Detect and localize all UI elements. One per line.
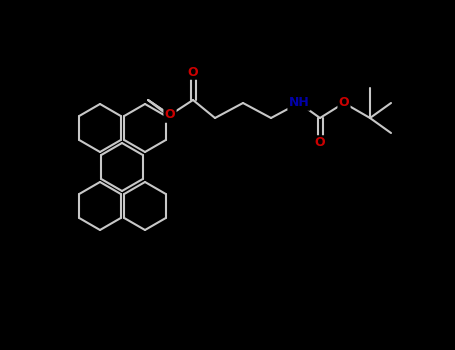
Text: NH: NH	[288, 97, 309, 110]
Text: O: O	[187, 65, 198, 78]
Text: O: O	[165, 108, 175, 121]
Text: O: O	[339, 97, 349, 110]
Text: O: O	[315, 136, 325, 149]
